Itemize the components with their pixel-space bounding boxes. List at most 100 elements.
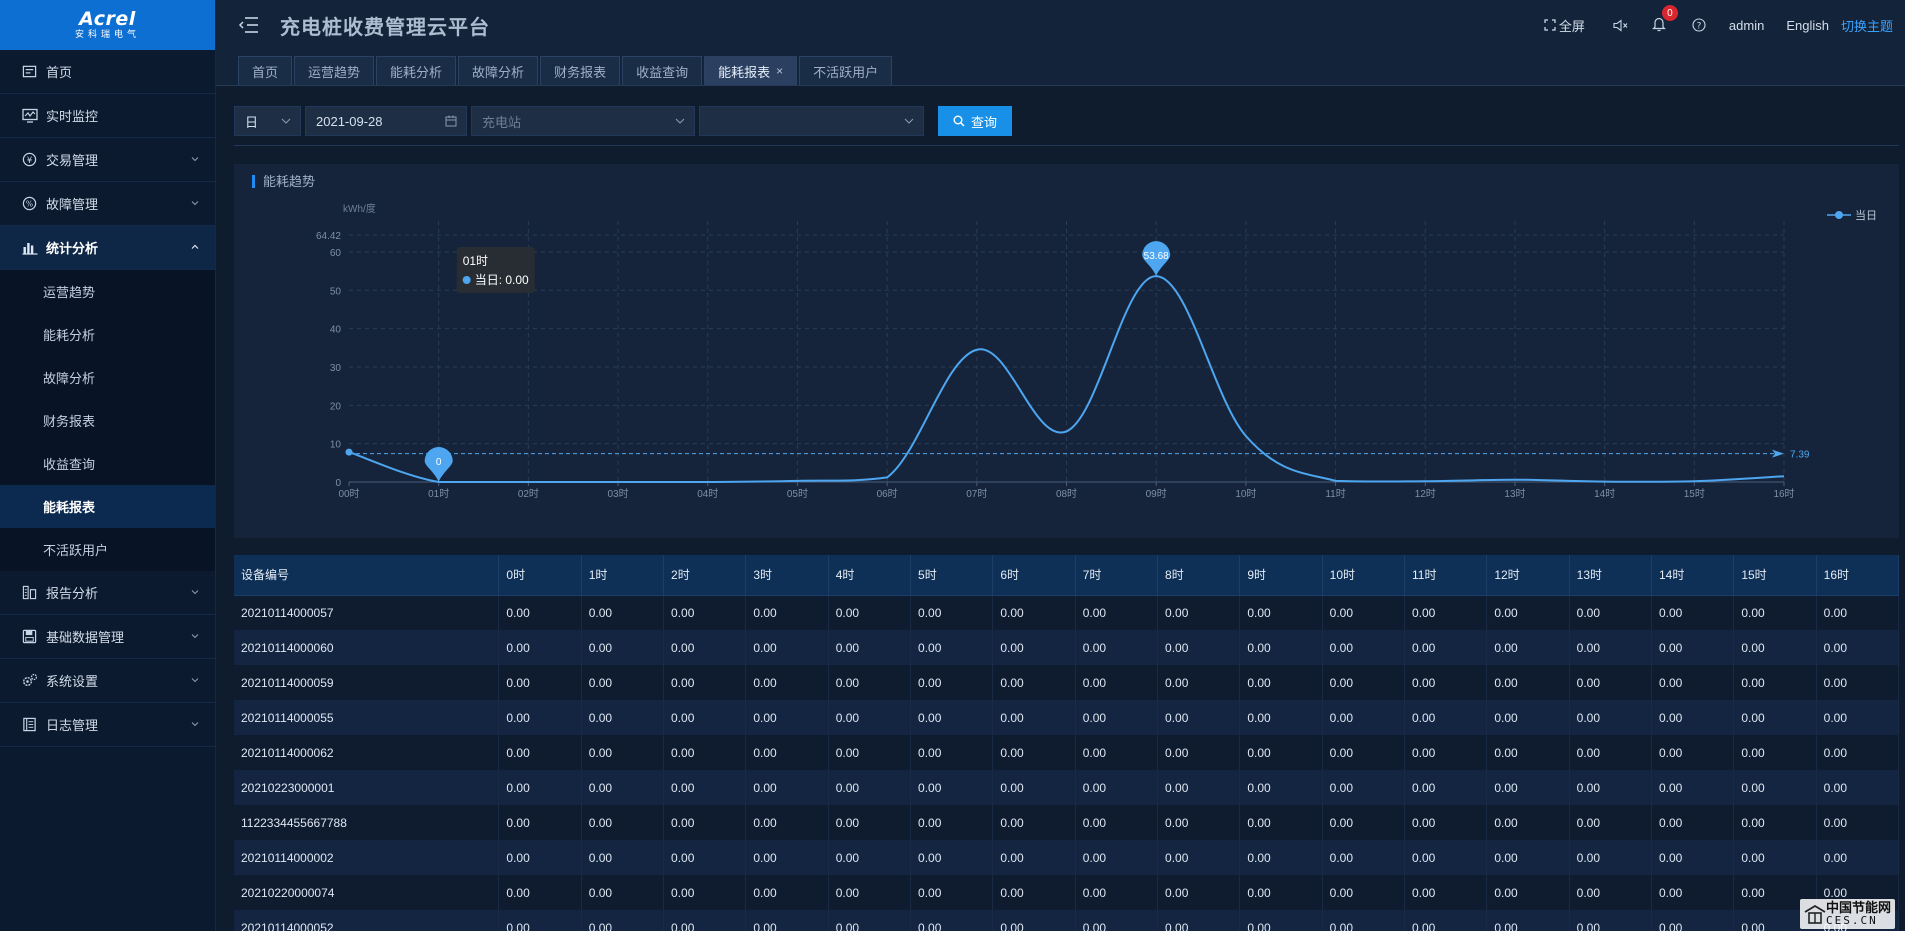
tooltip-title: 01时 bbox=[463, 254, 488, 268]
energy-cell: 0.00 bbox=[1404, 700, 1488, 735]
sidebar-subitem-fault-analysis[interactable]: 故障分析 bbox=[43, 371, 96, 386]
x-tick-label: 09时 bbox=[1146, 488, 1167, 500]
energy-cell: 0.00 bbox=[1404, 805, 1488, 840]
device-id-cell: 20210114000055 bbox=[234, 700, 500, 735]
energy-cell: 0.00 bbox=[1075, 700, 1159, 735]
energy-cell: 0.00 bbox=[1157, 630, 1241, 665]
sidebar-subitem-energy-analysis[interactable]: 能耗分析 bbox=[43, 328, 96, 343]
column-header-hour: 1时 bbox=[581, 555, 665, 596]
fullscreen-button[interactable]: 全屏 bbox=[1544, 16, 1585, 35]
chart-legend[interactable]: 当日 bbox=[1827, 207, 1877, 223]
energy-cell: 0.00 bbox=[1651, 770, 1735, 805]
energy-cell: 0.00 bbox=[1486, 770, 1570, 805]
energy-cell: 0.00 bbox=[1075, 875, 1159, 910]
station-select[interactable]: 充电站 bbox=[471, 106, 695, 136]
close-icon[interactable]: × bbox=[776, 64, 784, 78]
energy-cell: 0.00 bbox=[910, 875, 994, 910]
table-row[interactable]: 1122334455667788 0.00 0.00 0.00 0.00 0.00 0.00… bbox=[234, 805, 1899, 840]
x-tick-label: 01时 bbox=[428, 488, 449, 500]
energy-cell: 0.00 bbox=[1239, 595, 1323, 630]
tooltip-series-dot bbox=[462, 276, 471, 284]
energy-cell: 0.00 bbox=[828, 630, 912, 665]
calendar-icon bbox=[445, 115, 457, 127]
tab-operation-trend[interactable]: 运营趋势 bbox=[294, 56, 375, 85]
tab-fault-analysis[interactable]: 故障分析 bbox=[458, 56, 539, 85]
help-button[interactable]: ? bbox=[1692, 18, 1709, 32]
sidebar-item-system-settings[interactable]: 系统设置 bbox=[0, 659, 215, 703]
sidebar-subitem-inactive-users[interactable]: 不活跃用户 bbox=[43, 543, 109, 558]
mute-button[interactable] bbox=[1613, 18, 1632, 32]
table-row[interactable]: 20210114000059 0.00 0.00 0.00 0.00 0.00 0.00 0.… bbox=[234, 665, 1899, 700]
sidebar-item-statistics[interactable]: 统计分析 bbox=[0, 226, 215, 270]
table-row[interactable]: 20210220000074 0.00 0.00 0.00 0.00 0.00 0.00 0.… bbox=[234, 875, 1899, 910]
monitor-icon bbox=[21, 107, 38, 124]
menu-toggle-icon[interactable] bbox=[238, 16, 260, 34]
energy-cell: 0.00 bbox=[1157, 805, 1241, 840]
energy-cell: 0.00 bbox=[1569, 630, 1652, 665]
energy-cell: 0.00 bbox=[1569, 595, 1652, 630]
logo[interactable]: Acrel 安科瑞电气 bbox=[0, 0, 215, 50]
energy-cell: 0.00 bbox=[1816, 700, 1899, 735]
energy-cell: 0.00 bbox=[745, 840, 829, 875]
notification-button[interactable]: 0 bbox=[1651, 5, 1678, 34]
user-menu[interactable]: admin bbox=[1728, 17, 1765, 33]
tab-energy-report[interactable]: 能耗报表 × bbox=[704, 56, 798, 85]
energy-cell: 0.00 bbox=[1651, 735, 1735, 770]
query-button[interactable]: 查询 bbox=[938, 106, 1012, 136]
theme-switch[interactable]: 切换主题 bbox=[1840, 18, 1893, 34]
language-switch[interactable]: English bbox=[1786, 17, 1829, 33]
sidebar-subitem-operation-trend[interactable]: 运营趋势 bbox=[43, 285, 96, 300]
tab-revenue-query[interactable]: 收益查询 bbox=[622, 56, 703, 85]
tab-energy-analysis[interactable]: 能耗分析 bbox=[376, 56, 457, 85]
sidebar-subitem-financial-report[interactable]: 财务报表 bbox=[43, 414, 96, 429]
energy-cell: 0.00 bbox=[745, 910, 829, 931]
bell-icon bbox=[1651, 17, 1666, 32]
energy-cell: 0.00 bbox=[992, 805, 1076, 840]
table-row[interactable]: 20210114000057 0.00 0.00 0.00 0.00 0.00 0.00 0.… bbox=[234, 595, 1899, 630]
energy-cell: 0.00 bbox=[581, 630, 665, 665]
energy-cell: 0.00 bbox=[1733, 665, 1817, 700]
sidebar-subitem-energy-report[interactable]: 能耗报表 bbox=[0, 485, 215, 528]
tab-home[interactable]: 首页 bbox=[238, 56, 293, 85]
energy-cell: 0.00 bbox=[663, 735, 747, 770]
table-row[interactable]: 20210114000062 0.00 0.00 0.00 0.00 0.00 0.00 0.… bbox=[234, 735, 1899, 770]
sidebar-item-label: 日志管理 bbox=[46, 718, 99, 733]
energy-cell: 0.00 bbox=[1486, 875, 1570, 910]
sidebar-item-transaction[interactable]: ¥ 交易管理 bbox=[0, 138, 215, 182]
sidebar-item-monitor[interactable]: 实时监控 bbox=[0, 94, 215, 138]
chevron-down-icon bbox=[191, 589, 199, 594]
tab-inactive-users[interactable]: 不活跃用户 bbox=[799, 56, 893, 85]
table-row[interactable]: 20210114000055 0.00 0.00 0.00 0.00 0.00 0.00 0.… bbox=[234, 700, 1899, 735]
sidebar-item-fault[interactable]: % 故障管理 bbox=[0, 182, 215, 226]
energy-cell: 0.00 bbox=[663, 700, 747, 735]
period-select[interactable]: 日 bbox=[234, 106, 301, 136]
table-row[interactable]: 20210114000060 0.00 0.00 0.00 0.00 0.00 0.00 0.… bbox=[234, 630, 1899, 665]
energy-cell: 0.00 bbox=[910, 630, 994, 665]
energy-cell: 0.00 bbox=[1816, 805, 1899, 840]
sidebar-item-home[interactable]: 首页 bbox=[0, 50, 215, 94]
sidebar-item-report[interactable]: 报告分析 bbox=[0, 571, 215, 615]
sidebar-item-basic-data[interactable]: 基础数据管理 bbox=[0, 615, 215, 659]
sidebar-subitem-revenue-query[interactable]: 收益查询 bbox=[43, 457, 96, 472]
energy-cell: 0.00 bbox=[1816, 770, 1899, 805]
date-picker[interactable]: 2021-09-28 bbox=[305, 106, 467, 136]
energy-cell: 0.00 bbox=[992, 665, 1076, 700]
column-header-hour: 11时 bbox=[1404, 555, 1488, 596]
table-row[interactable]: 20210223000001 0.00 0.00 0.00 0.00 0.00 0.00 0.… bbox=[234, 770, 1899, 805]
energy-cell: 0.00 bbox=[828, 735, 912, 770]
device-select[interactable] bbox=[699, 106, 924, 136]
header-actions: 全屏 0 ? admin English 切换主题 bbox=[1526, 0, 1905, 50]
tab-financial-report[interactable]: 财务报表 bbox=[540, 56, 621, 85]
chart-panel: 能耗趋势 当日 kWh/度 0 10 20 30 40 50 60 64.42 00时 01时 02时… bbox=[234, 164, 1899, 538]
sidebar-item-log[interactable]: 日志管理 bbox=[0, 703, 215, 747]
energy-cell: 0.00 bbox=[663, 840, 747, 875]
energy-cell: 0.00 bbox=[1075, 735, 1159, 770]
energy-cell: 0.00 bbox=[1651, 700, 1735, 735]
column-header-hour: 15时 bbox=[1733, 555, 1817, 596]
table-row[interactable]: 20210114000002 0.00 0.00 0.00 0.00 0.00 0.00 0.… bbox=[234, 840, 1899, 875]
energy-cell: 0.00 bbox=[498, 630, 582, 665]
table-row[interactable]: 20210114000052 0.00 0.00 0.00 0.00 0.00 0.00 0.… bbox=[234, 910, 1899, 931]
tooltip-value: 当日: 0.00 bbox=[475, 273, 529, 287]
